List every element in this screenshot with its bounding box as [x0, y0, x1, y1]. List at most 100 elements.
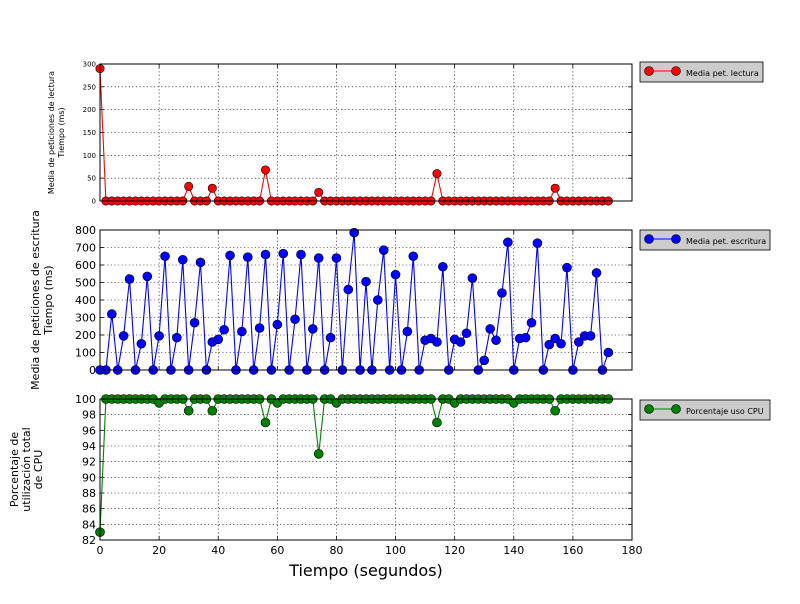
data-point [278, 248, 289, 259]
y-axis-label-line: de CPU [32, 450, 45, 490]
data-point [408, 251, 419, 262]
y-tick-label: 400 [75, 294, 96, 307]
data-point [432, 169, 442, 179]
y-axis-label-line: Media de peticiones de lectura [47, 71, 56, 194]
y-axis-label-line: utilización total [20, 427, 33, 511]
x-tick-label: 100 [385, 544, 406, 557]
legend-label: Media pet. lectura [686, 69, 759, 78]
series-line [99, 68, 609, 202]
x-tick-label: 20 [152, 544, 166, 557]
data-point [207, 405, 218, 416]
data-point [290, 314, 300, 325]
data-point [313, 449, 324, 459]
data-point [562, 262, 572, 273]
legend-marker [671, 234, 681, 244]
y-tick-label: 88 [82, 487, 96, 500]
data-point [378, 245, 389, 255]
data-point [160, 251, 170, 262]
data-point [432, 417, 442, 428]
plot-frame [99, 63, 633, 202]
y-tick-label: 98 [82, 409, 96, 422]
data-point [544, 339, 555, 350]
data-point [532, 238, 543, 248]
data-point [225, 250, 235, 261]
data-point [207, 183, 217, 193]
x-tick-label: 160 [562, 544, 583, 557]
y-tick-label: 50 [87, 175, 96, 183]
legend-marker [671, 66, 681, 76]
data-point [361, 276, 371, 287]
data-point [254, 323, 265, 333]
data-point [136, 338, 147, 349]
data-point [184, 181, 194, 191]
legend-marker [644, 404, 654, 414]
y-tick-label: 200 [75, 329, 96, 342]
series-line [100, 232, 609, 372]
plot-frame [99, 398, 633, 541]
y-axis-label-line: Porcentaje de [8, 432, 21, 507]
y-tick-label: 90 [82, 471, 96, 484]
data-point [373, 295, 383, 305]
legend-label: Media pet. escritura [686, 237, 766, 246]
data-point [550, 183, 560, 193]
data-point [497, 288, 507, 298]
data-point [314, 187, 324, 197]
y-axis-label: Media de peticiones de escrituraTiempo (… [29, 210, 55, 390]
legend-marker [644, 66, 654, 76]
data-point [195, 257, 206, 268]
legend-box [639, 61, 764, 83]
series-porcentaje-uso-cpu [95, 394, 614, 537]
series-media-pet-lectura [95, 64, 613, 206]
y-tick-label: 100 [75, 393, 96, 406]
y-tick-label: 100 [83, 152, 96, 160]
y-axis-label-line: Tiempo (ms) [57, 107, 66, 158]
data-point [550, 405, 560, 416]
x-tick-label: 40 [211, 544, 225, 557]
panel-2: 0 100 200 300 400 500 600 700 800 Media de petici… [29, 210, 771, 390]
legend-box [639, 399, 771, 421]
y-tick-label: 84 [82, 518, 96, 531]
y-tick-label: 600 [75, 259, 96, 272]
series-line [99, 398, 609, 533]
data-point [272, 319, 283, 330]
data-point [237, 326, 247, 337]
data-point [219, 324, 229, 335]
x-tick-label: 60 [270, 544, 284, 557]
y-tick-label: 500 [75, 276, 96, 289]
y-tick-label: 200 [83, 106, 96, 114]
data-point [260, 249, 271, 260]
y-tick-label: 96 [82, 424, 96, 437]
data-point [520, 332, 531, 343]
plot-frame [99, 229, 633, 371]
y-tick-label: 82 [82, 534, 96, 547]
data-point [526, 317, 537, 328]
data-point [307, 324, 318, 334]
x-tick-label: 80 [329, 544, 343, 557]
y-tick-label: 700 [75, 241, 96, 254]
y-tick-label: 86 [82, 503, 96, 516]
data-point [242, 252, 253, 262]
data-point [467, 273, 478, 283]
data-point [296, 249, 306, 260]
data-point [491, 335, 501, 346]
data-point [260, 417, 271, 428]
x-tick-label: 180 [622, 544, 643, 557]
data-point [556, 338, 566, 349]
legend: Porcentaje uso CPU [639, 399, 771, 421]
data-point [503, 237, 513, 248]
data-point [485, 324, 495, 334]
y-tick-label: 150 [83, 129, 96, 137]
y-axis-label-line: Tiempo (ms) [42, 265, 55, 335]
data-point [154, 331, 164, 341]
data-point [331, 253, 342, 263]
panel-3: 82 84 86 88 90 92 94 96 98 100 0 20 40 60 80 100 120 140 1… [8, 393, 771, 580]
data-point [402, 326, 413, 337]
data-point [118, 331, 129, 341]
data-point [124, 274, 135, 284]
data-point [343, 284, 354, 295]
data-point [172, 332, 182, 343]
data-point [461, 328, 472, 339]
legend-box [639, 229, 771, 251]
y-tick-label: 250 [83, 83, 96, 91]
